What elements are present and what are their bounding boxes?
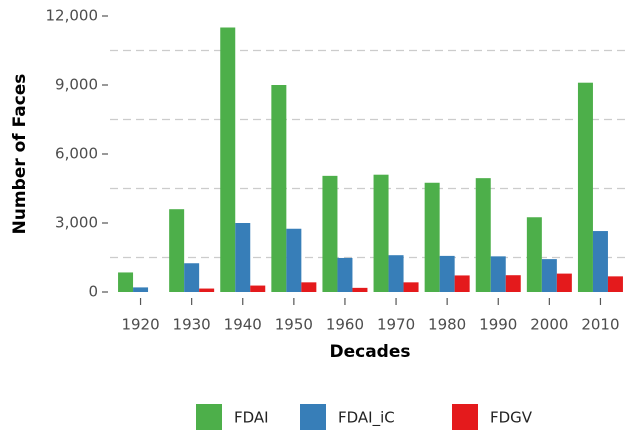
- bar: [271, 85, 287, 292]
- bar: [505, 275, 521, 292]
- y-axis-title: Number of Faces: [10, 74, 30, 235]
- bar: [322, 175, 338, 292]
- bar: [475, 178, 491, 292]
- bar: [490, 256, 506, 292]
- bar: [169, 209, 185, 292]
- x-tick-label: 1990: [479, 316, 517, 334]
- bar: [526, 217, 542, 292]
- x-axis-title: Decades: [329, 342, 410, 362]
- bar: [607, 276, 623, 292]
- legend-label: FDGV: [490, 409, 533, 427]
- bar: [199, 288, 215, 292]
- legend-swatch: [196, 404, 222, 430]
- bar: [388, 255, 404, 292]
- bar: [439, 255, 455, 292]
- y-tick-label: 0: [88, 283, 98, 301]
- legend-swatch: [452, 404, 478, 430]
- x-tick-label: 2010: [581, 316, 619, 334]
- legend-label: FDAI_iC: [338, 409, 395, 428]
- bar: [577, 82, 593, 292]
- x-tick-label: 1950: [275, 316, 313, 334]
- x-tick-label: 1960: [326, 316, 364, 334]
- x-tick-label: 1920: [121, 316, 159, 334]
- x-tick-label: 1930: [173, 316, 211, 334]
- y-tick-label: 9,000: [55, 76, 98, 94]
- bar: [373, 174, 389, 292]
- y-tick-label: 6,000: [55, 145, 98, 163]
- bar: [220, 27, 236, 292]
- bar: [592, 231, 608, 292]
- bar: [454, 275, 470, 292]
- bar: [424, 182, 440, 292]
- bar: [250, 285, 266, 292]
- bar: [403, 282, 419, 292]
- x-tick-label: 1940: [224, 316, 262, 334]
- legend-swatch: [300, 404, 326, 430]
- y-tick-label: 3,000: [55, 214, 98, 232]
- bar: [352, 287, 368, 292]
- bar: [301, 282, 317, 292]
- y-tick-label: 12,000: [46, 7, 99, 25]
- bar: [541, 259, 557, 292]
- x-tick-label: 1980: [428, 316, 466, 334]
- x-tick-label: 2000: [530, 316, 568, 334]
- bar: [337, 257, 353, 292]
- x-tick-label: 1970: [377, 316, 415, 334]
- legend-label: FDAI: [234, 409, 269, 427]
- bar: [235, 223, 251, 292]
- bar: [184, 263, 200, 292]
- bar: [286, 228, 302, 292]
- bar: [133, 287, 149, 292]
- bar: [118, 272, 134, 292]
- bar: [556, 273, 572, 292]
